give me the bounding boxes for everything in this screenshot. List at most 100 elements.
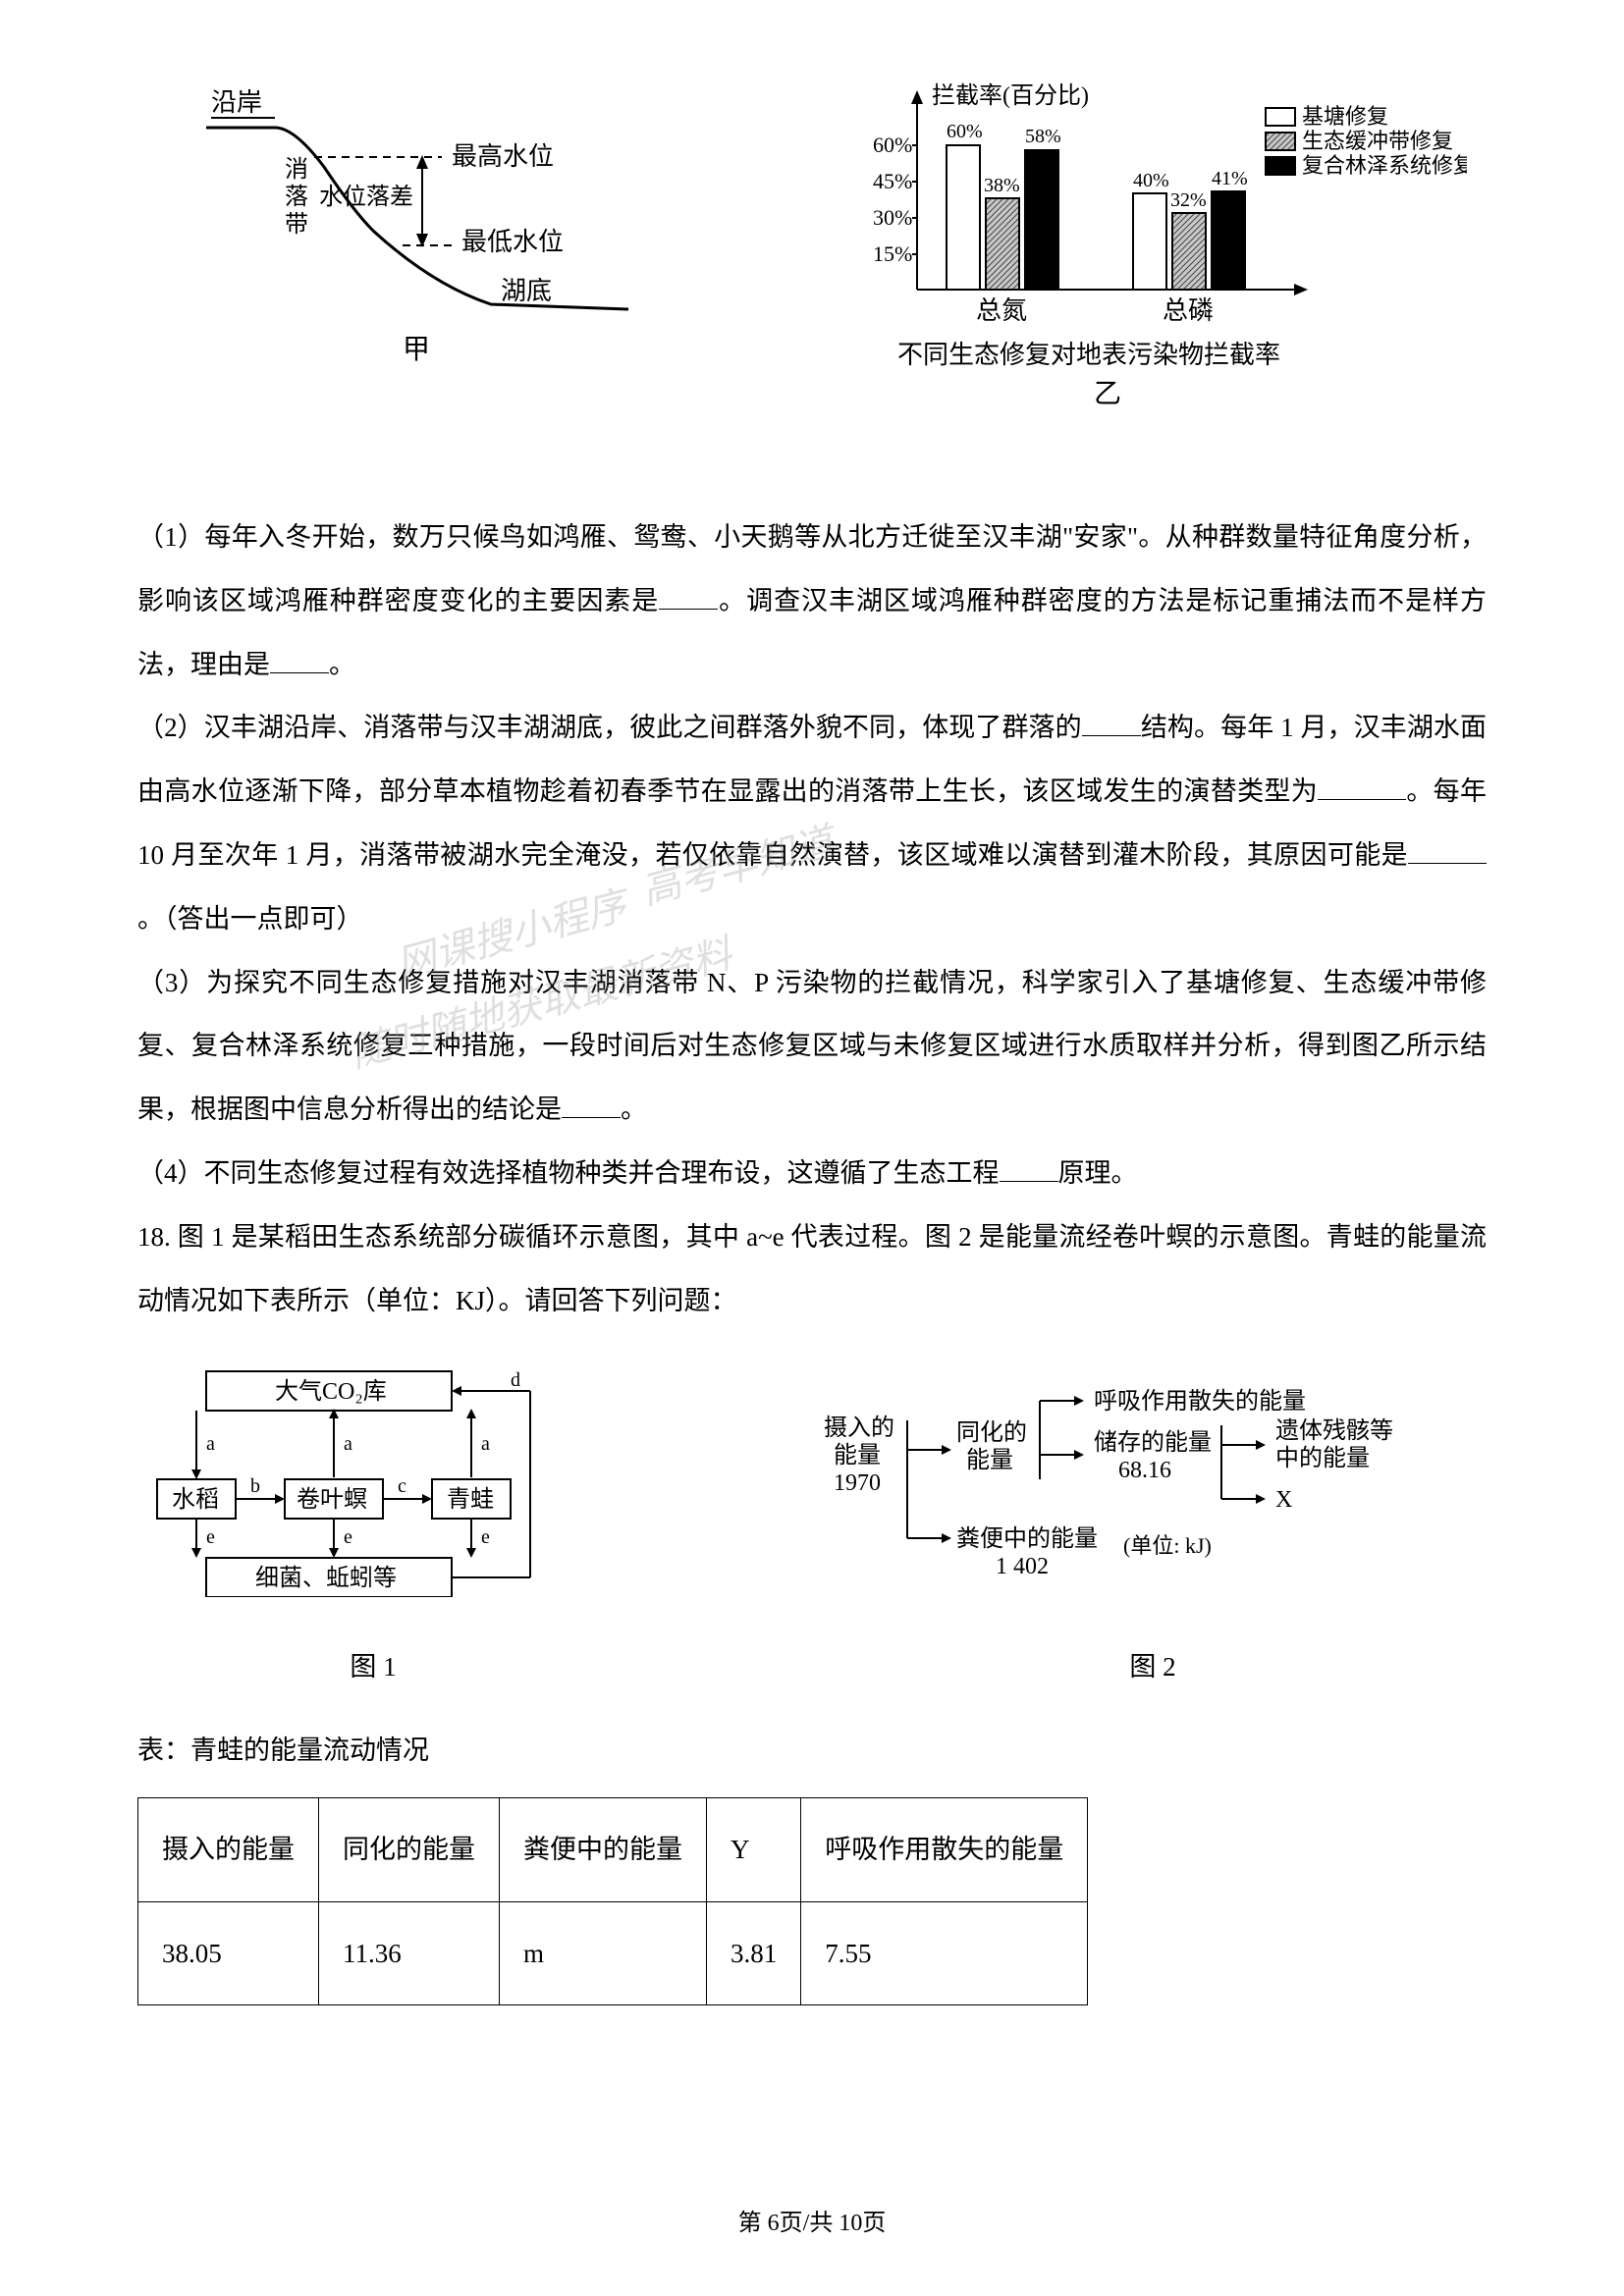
table-header-row: 摄入的能量 同化的能量 粪便中的能量 Y 呼吸作用散失的能量 bbox=[138, 1797, 1088, 1901]
val-n-fuhe: 58% bbox=[1025, 126, 1061, 147]
label-hudi: 湖底 bbox=[501, 277, 552, 305]
blank-6 bbox=[562, 1092, 621, 1118]
legend-box-3 bbox=[1266, 157, 1295, 175]
node-bacteria: 细菌、蚯蚓等 bbox=[255, 1565, 397, 1591]
figure-yi-svg: 拦截率(百分比) 60% 45% 30% 15% 60% 38% 58% 40% bbox=[858, 79, 1467, 452]
figure-jia-svg: 沿岸 消 落 带 水位落差 最高水位 最低水位 湖底 甲 bbox=[177, 79, 668, 373]
svg-text:c: c bbox=[398, 1475, 406, 1497]
val-p-jitang: 40% bbox=[1133, 170, 1169, 191]
svg-text:e: e bbox=[344, 1526, 352, 1548]
fig1-caption: 图 1 bbox=[137, 1635, 609, 1699]
f2-sheru: 摄入的 bbox=[824, 1415, 894, 1441]
ytick-60: 60% bbox=[873, 133, 912, 157]
para-1: （1）每年入冬开始，数万只候鸟如鸿雁、鸳鸯、小天鹅等从北方迁徙至汉丰湖"安家"。… bbox=[137, 506, 1487, 696]
bar-p-jitang bbox=[1133, 193, 1166, 290]
svg-text:d: d bbox=[511, 1369, 520, 1391]
legend-box-1 bbox=[1266, 108, 1295, 126]
col-2: 粪便中的能量 bbox=[500, 1797, 707, 1901]
svg-text:a: a bbox=[481, 1433, 490, 1455]
table-row: 38.05 11.36 m 3.81 7.55 bbox=[138, 1901, 1088, 2005]
xlabel-p: 总磷 bbox=[1163, 296, 1214, 325]
label-max-level: 最高水位 bbox=[452, 142, 554, 171]
bar-n-huanc bbox=[986, 198, 1019, 290]
caption-line1: 不同生态修复对地表污染物拦截率 bbox=[897, 341, 1280, 369]
f2-sheruval: 1970 bbox=[834, 1470, 881, 1496]
label-xiao: 消 bbox=[285, 156, 308, 183]
cell-2: m bbox=[500, 1901, 707, 2005]
node-co2: 大气CO₂库 bbox=[275, 1378, 387, 1405]
f2-x: X bbox=[1275, 1487, 1292, 1513]
val-n-huanc: 38% bbox=[984, 175, 1020, 196]
figure-row-2: 大气CO₂库 水稻 卷叶螟 青蛙 细菌、蚯蚓等 a a a bbox=[137, 1362, 1487, 1699]
label-min-level: 最低水位 bbox=[461, 228, 564, 256]
ytick-15: 15% bbox=[873, 241, 912, 266]
p4a: （4）不同生态修复过程有效选择植物种类并合理布设，这遵循了生态工程 bbox=[137, 1158, 1000, 1188]
cell-1: 11.36 bbox=[319, 1901, 500, 2005]
val-p-fuhe: 41% bbox=[1212, 168, 1248, 189]
val-p-huanc: 32% bbox=[1170, 189, 1207, 211]
legend-3: 复合林泽系统修复 bbox=[1302, 153, 1467, 178]
svg-text:a: a bbox=[344, 1433, 352, 1455]
label-dai: 带 bbox=[285, 211, 308, 238]
f2-chucunval: 68.16 bbox=[1118, 1458, 1171, 1483]
blank-4 bbox=[1318, 774, 1406, 800]
figure1-box: 大气CO₂库 水稻 卷叶螟 青蛙 细菌、蚯蚓等 a a a bbox=[137, 1362, 609, 1699]
figure-yi-container: 拦截率(百分比) 60% 45% 30% 15% 60% 38% 58% 40% bbox=[858, 79, 1447, 456]
table-caption: 表：青蛙的能量流动情况 bbox=[137, 1719, 1487, 1783]
p3a: （3）为探究不同生态修复措施对汉丰湖消落带 N、P 污染物的拦截情况，科学家引入… bbox=[137, 968, 1487, 1125]
legend-2: 生态缓冲带修复 bbox=[1302, 129, 1453, 153]
bar-p-huanc bbox=[1172, 213, 1206, 290]
svg-text:a: a bbox=[206, 1433, 215, 1455]
f2-nl2: 能量 bbox=[966, 1447, 1013, 1473]
f2-chucun: 储存的能量 bbox=[1094, 1429, 1212, 1456]
caption-jia: 甲 bbox=[403, 335, 430, 365]
val-n-jitang: 60% bbox=[947, 121, 983, 142]
bar-n-fuhe bbox=[1025, 150, 1058, 290]
blank-3 bbox=[1082, 710, 1141, 736]
cell-3: 3.81 bbox=[707, 1901, 801, 2005]
col-3: Y bbox=[707, 1797, 801, 1901]
para-2: （2）汉丰湖沿岸、消落带与汉丰湖湖底，彼此之间群落外貌不同，体现了群落的结构。每… bbox=[137, 696, 1487, 950]
label-luo: 落 bbox=[285, 184, 308, 210]
ytick-45: 45% bbox=[873, 169, 912, 193]
content-body: （1）每年入冬开始，数万只候鸟如鸿雁、鸳鸯、小天鹅等从北方迁徙至汉丰湖"安家"。… bbox=[137, 506, 1487, 2005]
p2a: （2）汉丰湖沿岸、消落带与汉丰湖湖底，彼此之间群落外貌不同，体现了群落的 bbox=[137, 713, 1082, 742]
p2d: 。（答出一点即可） bbox=[137, 904, 363, 934]
svg-text:e: e bbox=[206, 1526, 215, 1548]
blank-1 bbox=[659, 583, 718, 610]
label-yanban: 沿岸 bbox=[211, 88, 262, 117]
fig2-caption: 图 2 bbox=[819, 1635, 1487, 1699]
figure2-svg: 摄入的 能量 1970 同化的 能量 呼吸作用散失的能量 储存的能量 68.16 bbox=[819, 1362, 1487, 1597]
col-4: 呼吸作用散失的能量 bbox=[801, 1797, 1088, 1901]
p3b: 。 bbox=[621, 1095, 647, 1124]
figure-jia-container: 沿岸 消 落 带 水位落差 最高水位 最低水位 湖底 甲 bbox=[177, 79, 668, 378]
cell-4: 7.55 bbox=[801, 1901, 1088, 2005]
node-frog: 青蛙 bbox=[447, 1486, 494, 1513]
energy-table: 摄入的能量 同化的能量 粪便中的能量 Y 呼吸作用散失的能量 38.05 11.… bbox=[137, 1797, 1088, 2006]
f2-fenbianval: 1 402 bbox=[996, 1554, 1049, 1579]
node-moth: 卷叶螟 bbox=[297, 1486, 367, 1513]
node-rice: 水稻 bbox=[172, 1486, 219, 1513]
blank-7 bbox=[1000, 1155, 1058, 1182]
svg-text:e: e bbox=[481, 1526, 490, 1548]
f2-nl1: 能量 bbox=[834, 1442, 881, 1468]
cell-0: 38.05 bbox=[138, 1901, 319, 2005]
ytick-30: 30% bbox=[873, 205, 912, 230]
para-4: （4）不同生态修复过程有效选择植物种类并合理布设，这遵循了生态工程 原理。 bbox=[137, 1142, 1487, 1205]
col-0: 摄入的能量 bbox=[138, 1797, 319, 1901]
figure1-svg: 大气CO₂库 水稻 卷叶螟 青蛙 细菌、蚯蚓等 a a a bbox=[137, 1362, 609, 1597]
xlabel-n: 总氮 bbox=[976, 296, 1027, 325]
q18: 18. 图 1 是某稻田生态系统部分碳循环示意图，其中 a~e 代表过程。图 2… bbox=[137, 1205, 1487, 1333]
svg-text:b: b bbox=[250, 1475, 260, 1497]
figure2-box: 摄入的 能量 1970 同化的 能量 呼吸作用散失的能量 储存的能量 68.16 bbox=[819, 1362, 1487, 1699]
bar-n-jitang bbox=[947, 145, 980, 290]
para-3: （3）为探究不同生态修复措施对汉丰湖消落带 N、P 污染物的拦截情况，科学家引入… bbox=[137, 951, 1487, 1142]
blank-5 bbox=[1408, 837, 1487, 864]
p4b: 原理。 bbox=[1058, 1158, 1138, 1188]
caption-yi: 乙 bbox=[1094, 379, 1121, 409]
bar-p-fuhe bbox=[1212, 191, 1245, 290]
figures-row: 沿岸 消 落 带 水位落差 最高水位 最低水位 湖底 甲 bbox=[137, 79, 1487, 456]
label-luocha: 水位落差 bbox=[319, 184, 413, 210]
shore-curve bbox=[206, 128, 628, 309]
f2-unit: (单位: kJ) bbox=[1123, 1533, 1212, 1558]
